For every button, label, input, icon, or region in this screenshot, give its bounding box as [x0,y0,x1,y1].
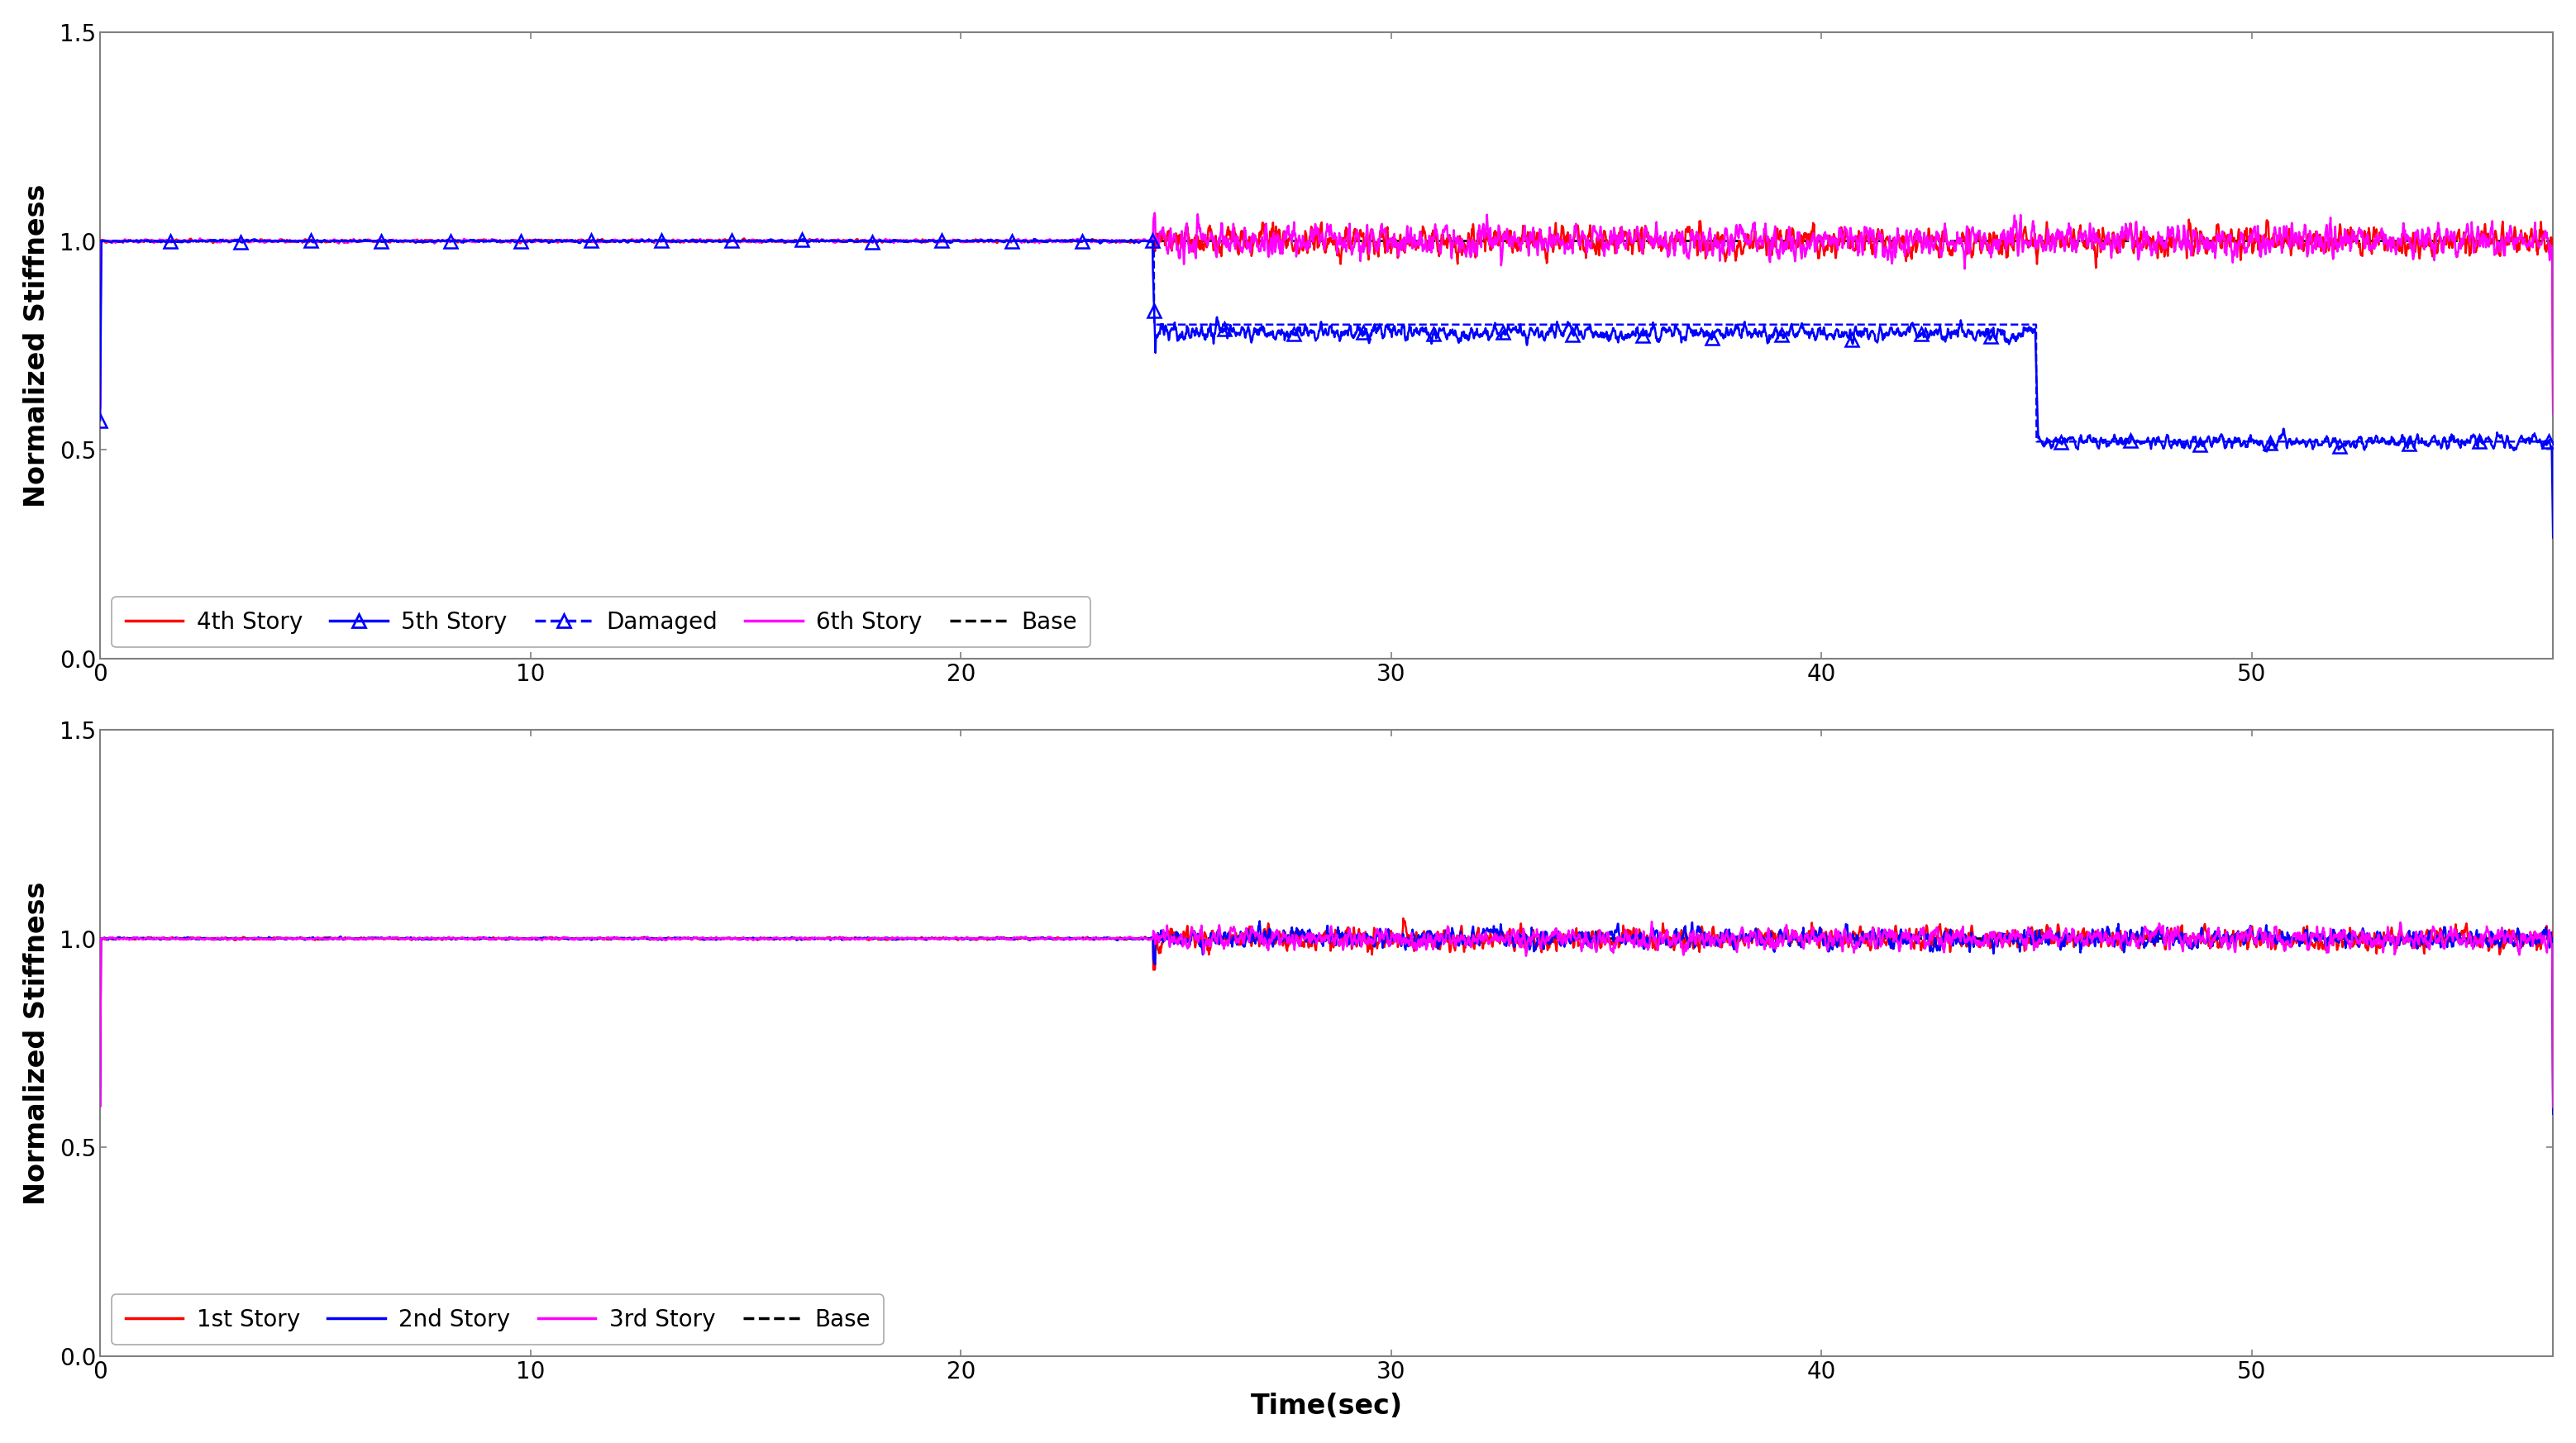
4th Story [2174,211,2205,228]
Legend: 4th Story, 5th Story, Damaged, 6th Story, Base: 4th Story, 5th Story, Damaged, 6th Story… [111,597,1090,648]
Legend: 1st Story, 2nd Story, 3rd Story, Base: 1st Story, 2nd Story, 3rd Story, Base [111,1294,884,1345]
6th Story [912,234,943,251]
6th Story [2429,231,2460,248]
6th Story [1139,205,1170,222]
Base [912,232,943,250]
Y-axis label: Normalized Stiffness: Normalized Stiffness [23,183,52,506]
4th Story [912,234,943,251]
Base [2537,232,2568,250]
4th Story [1510,228,1540,245]
Base [1296,232,1327,250]
Base [363,232,394,250]
6th Story [85,400,116,417]
Base [85,232,116,250]
Y-axis label: Normalized Stiffness: Normalized Stiffness [23,882,52,1205]
6th Story [1510,216,1540,234]
Base [1510,232,1540,250]
X-axis label: Time(sec): Time(sec) [1249,1392,1404,1420]
Line: 4th Story: 4th Story [100,219,2553,408]
4th Story [2179,219,2210,237]
6th Story [363,232,394,250]
4th Story [85,400,116,417]
4th Story [2429,228,2460,245]
6th Story [2537,405,2568,423]
Base [2179,232,2210,250]
6th Story [1296,221,1327,238]
4th Story [1296,218,1327,235]
Base [2429,232,2460,250]
Line: 6th Story: 6th Story [100,214,2553,414]
4th Story [2537,400,2568,417]
6th Story [2179,224,2210,241]
4th Story [363,231,394,248]
